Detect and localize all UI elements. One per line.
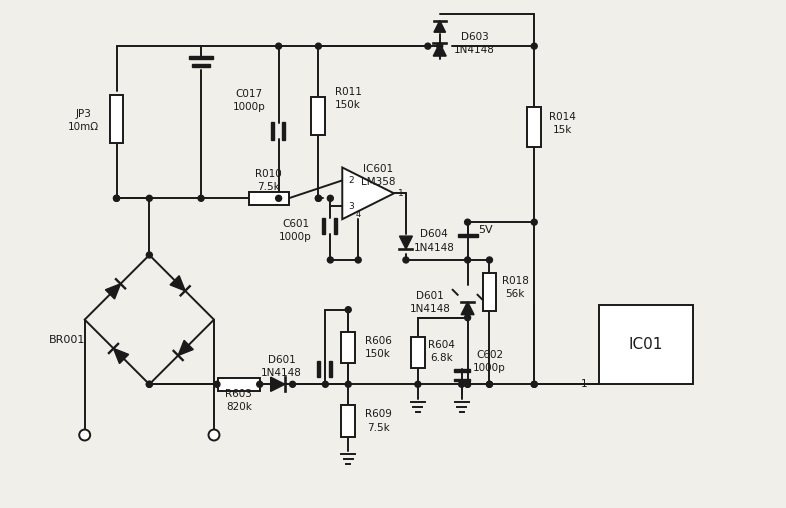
Circle shape: [198, 195, 204, 201]
Text: D604
1N4148: D604 1N4148: [413, 230, 454, 252]
Circle shape: [465, 382, 471, 387]
Circle shape: [208, 430, 219, 440]
Polygon shape: [399, 236, 413, 249]
Text: 1: 1: [398, 189, 404, 198]
Bar: [483, 273, 497, 311]
Circle shape: [465, 219, 471, 225]
Polygon shape: [461, 302, 474, 314]
Circle shape: [487, 382, 493, 387]
Circle shape: [113, 195, 119, 201]
Text: C601
1000p: C601 1000p: [279, 218, 312, 242]
Text: 2: 2: [348, 176, 354, 185]
Circle shape: [345, 382, 351, 387]
Text: 1: 1: [581, 379, 587, 389]
Text: R604
6.8k: R604 6.8k: [428, 340, 455, 363]
Bar: [527, 107, 542, 147]
Bar: [454, 379, 469, 382]
Bar: [109, 95, 123, 143]
Text: C602
1000p: C602 1000p: [473, 350, 506, 373]
Circle shape: [459, 382, 465, 387]
Circle shape: [327, 195, 333, 201]
Bar: [192, 64, 210, 67]
Circle shape: [146, 382, 152, 387]
Circle shape: [276, 43, 281, 49]
Circle shape: [146, 382, 152, 387]
Bar: [457, 234, 478, 237]
Circle shape: [531, 219, 537, 225]
Bar: [282, 122, 285, 140]
Text: D603
1N4148: D603 1N4148: [454, 31, 495, 55]
Text: D601
1N4148: D601 1N4148: [410, 291, 450, 314]
Circle shape: [355, 257, 362, 263]
Bar: [599, 305, 693, 384]
Text: BR001: BR001: [49, 335, 85, 344]
Circle shape: [113, 195, 119, 201]
Bar: [341, 332, 355, 363]
Circle shape: [531, 382, 537, 387]
Text: IC01: IC01: [629, 337, 663, 352]
Circle shape: [322, 382, 329, 387]
Polygon shape: [170, 276, 185, 291]
Text: C017
1000p: C017 1000p: [233, 89, 265, 112]
Text: IC601
LM358: IC601 LM358: [361, 164, 395, 187]
Bar: [218, 378, 259, 391]
Circle shape: [424, 43, 431, 49]
Circle shape: [465, 257, 471, 263]
Circle shape: [146, 195, 152, 201]
Circle shape: [79, 430, 90, 440]
Circle shape: [465, 314, 471, 321]
Circle shape: [487, 257, 493, 263]
Polygon shape: [270, 377, 285, 391]
Text: R014
15k: R014 15k: [549, 112, 575, 135]
Bar: [341, 405, 355, 437]
Text: R603
820k: R603 820k: [226, 389, 252, 412]
Text: R609
7.5k: R609 7.5k: [365, 409, 391, 433]
Bar: [311, 97, 325, 135]
Text: 5V: 5V: [478, 225, 493, 235]
Circle shape: [289, 382, 296, 387]
Circle shape: [345, 307, 351, 313]
Circle shape: [415, 382, 421, 387]
Text: 4: 4: [355, 210, 361, 219]
Circle shape: [276, 195, 281, 201]
Text: R011
150k: R011 150k: [335, 87, 362, 110]
Bar: [270, 122, 274, 140]
Circle shape: [531, 382, 537, 387]
Text: R010
7.5k: R010 7.5k: [255, 169, 282, 192]
Bar: [249, 192, 288, 205]
Bar: [329, 361, 332, 377]
Bar: [334, 218, 337, 234]
Polygon shape: [434, 21, 446, 32]
Circle shape: [487, 382, 493, 387]
Circle shape: [315, 195, 321, 201]
Circle shape: [257, 382, 263, 387]
Circle shape: [437, 43, 443, 49]
Text: D601
1N4148: D601 1N4148: [261, 355, 302, 378]
Text: 3: 3: [348, 202, 354, 211]
Polygon shape: [105, 284, 120, 299]
Polygon shape: [113, 348, 129, 364]
Bar: [189, 56, 213, 59]
Bar: [322, 218, 325, 234]
Bar: [318, 361, 321, 377]
Circle shape: [403, 257, 409, 263]
Circle shape: [315, 43, 321, 49]
Polygon shape: [342, 168, 394, 219]
Text: JP3
10mΩ: JP3 10mΩ: [68, 109, 99, 132]
Text: R018
56k: R018 56k: [502, 276, 529, 299]
Circle shape: [146, 252, 152, 258]
Polygon shape: [433, 43, 446, 56]
Bar: [411, 336, 424, 368]
Circle shape: [214, 382, 220, 387]
Circle shape: [315, 195, 321, 201]
Circle shape: [327, 257, 333, 263]
Text: R606
150k: R606 150k: [365, 336, 391, 359]
Polygon shape: [178, 340, 193, 356]
Bar: [454, 369, 469, 372]
Circle shape: [531, 43, 537, 49]
Circle shape: [465, 382, 471, 387]
